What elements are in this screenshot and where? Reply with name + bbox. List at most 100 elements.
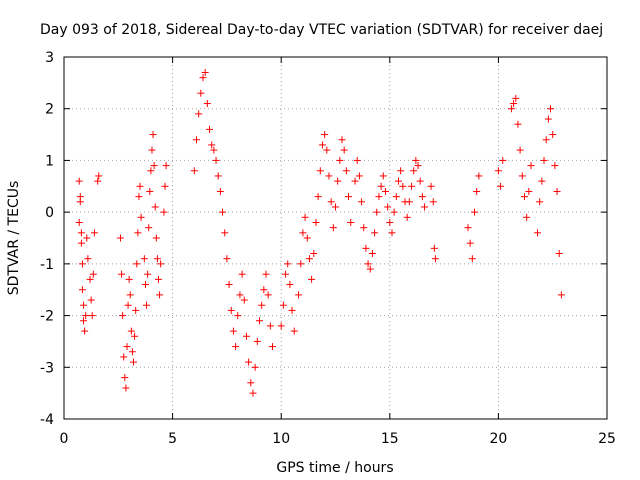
- data-point: [154, 275, 162, 283]
- data-point: [206, 125, 214, 133]
- data-point: [360, 224, 368, 232]
- data-point: [148, 146, 156, 154]
- data-point: [377, 182, 385, 190]
- data-point: [520, 193, 528, 201]
- data-point: [384, 203, 392, 211]
- data-point: [473, 187, 481, 195]
- data-series-sdtvar: [75, 69, 565, 397]
- data-point: [518, 172, 526, 180]
- data-point: [297, 260, 305, 268]
- chart-title: Day 093 of 2018, Sidereal Day-to-day VTE…: [40, 22, 603, 38]
- data-point: [116, 234, 124, 242]
- y-tick-label: 3: [45, 50, 54, 66]
- data-point: [410, 167, 418, 175]
- data-point: [351, 177, 359, 185]
- data-point: [547, 105, 555, 113]
- data-point: [381, 187, 389, 195]
- data-point: [212, 156, 220, 164]
- data-point: [208, 141, 216, 149]
- data-point: [421, 203, 429, 211]
- data-point: [152, 234, 160, 242]
- data-point: [277, 322, 285, 330]
- data-point: [516, 146, 524, 154]
- data-point: [431, 255, 439, 263]
- data-point: [249, 389, 257, 397]
- data-point: [86, 275, 94, 283]
- data-point: [136, 182, 144, 190]
- data-point: [124, 301, 132, 309]
- data-point: [316, 167, 324, 175]
- data-point: [301, 213, 309, 221]
- data-point: [308, 275, 316, 283]
- data-point: [232, 343, 240, 351]
- data-point: [190, 167, 198, 175]
- y-tick-label: 1: [45, 153, 54, 169]
- data-point: [223, 255, 231, 263]
- data-point: [342, 167, 350, 175]
- data-point: [240, 296, 248, 304]
- data-point: [83, 234, 91, 242]
- data-point: [553, 187, 561, 195]
- data-point: [156, 291, 164, 299]
- data-point: [523, 213, 531, 221]
- data-point: [150, 162, 158, 170]
- data-point: [394, 177, 402, 185]
- data-point: [75, 218, 83, 226]
- data-point: [157, 260, 165, 268]
- data-point: [131, 332, 139, 340]
- data-point: [416, 177, 424, 185]
- data-point: [429, 198, 437, 206]
- data-point: [255, 317, 263, 325]
- data-point: [379, 172, 387, 180]
- data-point: [299, 229, 307, 237]
- data-point: [135, 193, 143, 201]
- data-point: [364, 260, 372, 268]
- data-point: [414, 162, 422, 170]
- data-point: [286, 281, 294, 289]
- data-point: [355, 172, 363, 180]
- data-point: [133, 260, 141, 268]
- data-point: [219, 208, 227, 216]
- data-point: [358, 198, 366, 206]
- data-point: [288, 306, 296, 314]
- data-point: [408, 182, 416, 190]
- x-tick-label: 5: [168, 431, 177, 447]
- y-tick-label: -2: [40, 309, 54, 325]
- data-point: [210, 146, 218, 154]
- data-point: [238, 270, 246, 278]
- data-point: [533, 229, 541, 237]
- data-point: [544, 115, 552, 123]
- data-point: [334, 177, 342, 185]
- data-point: [418, 193, 426, 201]
- y-axis-label: SDTVAR / TECUs: [6, 181, 22, 296]
- data-point: [122, 384, 130, 392]
- data-point: [499, 156, 507, 164]
- data-point: [78, 286, 86, 294]
- data-point: [126, 291, 134, 299]
- data-point: [340, 146, 348, 154]
- data-point: [366, 265, 374, 273]
- data-point: [227, 306, 235, 314]
- data-point: [94, 177, 102, 185]
- data-point: [143, 301, 151, 309]
- data-point: [77, 239, 85, 247]
- data-point: [162, 162, 170, 170]
- x-tick-label: 0: [60, 431, 69, 447]
- data-point: [78, 260, 86, 268]
- data-point: [540, 156, 548, 164]
- data-point: [118, 270, 126, 278]
- data-point: [392, 193, 400, 201]
- data-point: [128, 348, 136, 356]
- data-point: [318, 141, 326, 149]
- data-point: [538, 177, 546, 185]
- grid-lines: [64, 57, 607, 419]
- data-point: [147, 167, 155, 175]
- data-point: [201, 69, 209, 77]
- data-point: [197, 89, 205, 97]
- data-point: [121, 374, 129, 382]
- data-point: [146, 187, 154, 195]
- data-point: [347, 218, 355, 226]
- data-point: [290, 327, 298, 335]
- data-point: [475, 172, 483, 180]
